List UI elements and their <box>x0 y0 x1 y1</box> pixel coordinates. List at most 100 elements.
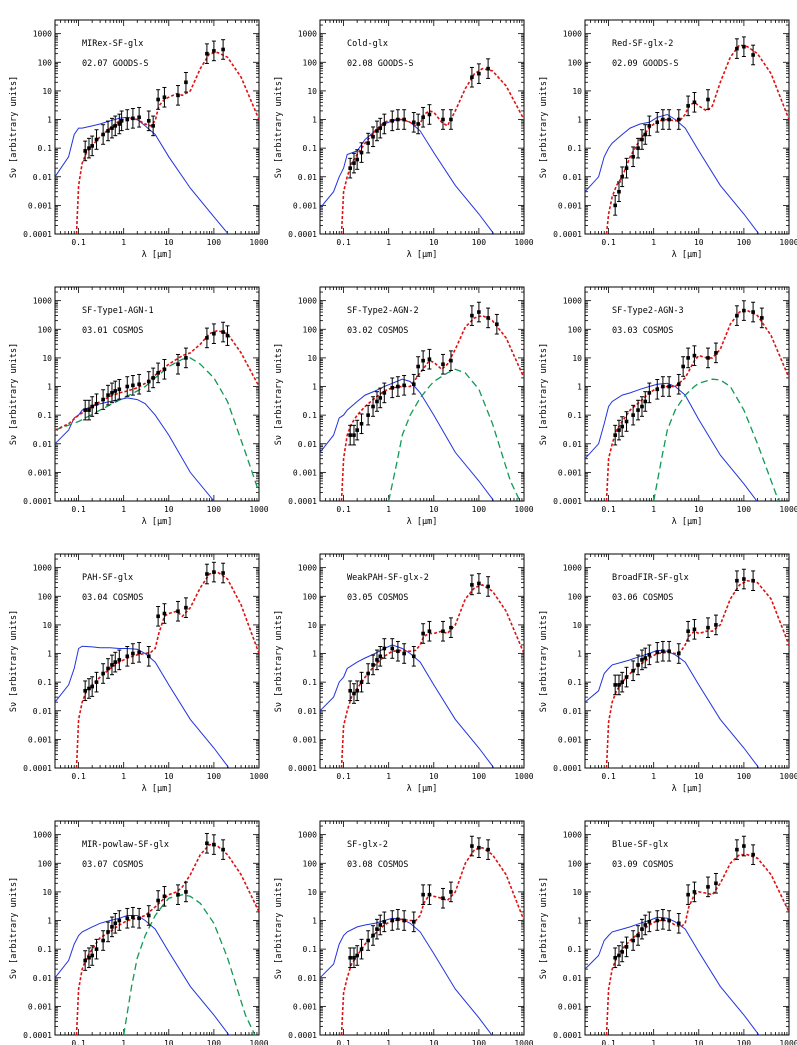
data-point <box>352 955 356 960</box>
x-tick-label: 1000 <box>514 1039 533 1045</box>
data-point <box>477 845 481 850</box>
data-point <box>117 658 122 662</box>
data-point <box>647 124 652 128</box>
y-tick-label: 10 <box>42 888 52 897</box>
data-point <box>686 629 690 634</box>
y-tick-label: 1 <box>577 383 582 392</box>
data-point <box>396 917 400 922</box>
data-point <box>110 925 114 929</box>
y-tick-label: 1 <box>577 650 582 659</box>
data-point <box>83 958 87 963</box>
data-point <box>667 649 671 654</box>
data-point <box>184 80 188 85</box>
agn-curve <box>55 357 259 493</box>
data-point <box>359 680 364 684</box>
x-tick-label: 0.1 <box>71 1039 86 1045</box>
y-tick-label: 0.001 <box>558 1002 582 1011</box>
x-axis-label: λ [μm] <box>407 517 438 527</box>
data-point <box>113 921 118 926</box>
data-point <box>94 401 99 406</box>
y-tick-label: 0.001 <box>558 735 582 744</box>
x-tick-label: 0.1 <box>601 772 616 781</box>
data-point <box>106 930 110 934</box>
data-point <box>156 614 160 619</box>
panel-subtitle: 03.04 COSMOS <box>82 593 143 603</box>
data-point <box>661 117 665 122</box>
panel-title: SF-glx-2 <box>347 840 388 850</box>
y-tick-label: 10 <box>42 354 52 363</box>
data-point <box>355 953 359 958</box>
y-tick-label: 0.001 <box>28 1002 52 1011</box>
x-tick-label: 1 <box>386 1039 391 1045</box>
data-point <box>441 117 445 122</box>
data-point <box>146 119 151 123</box>
data-point <box>366 141 370 145</box>
y-tick-label: 100 <box>303 592 318 601</box>
data-point <box>631 154 635 159</box>
data-points <box>348 835 491 969</box>
y-tick-label: 0.0001 <box>553 497 582 506</box>
data-point <box>411 920 416 924</box>
data-point <box>692 890 697 894</box>
data-point <box>421 358 425 363</box>
data-point <box>371 933 375 938</box>
data-point <box>137 650 141 655</box>
y-tick-label: 0.01 <box>33 440 52 449</box>
panel-7: 0.1 1 10 100 1000 0.0001 0.001 0.01 0.1 1 10 100 100… <box>9 553 269 794</box>
x-tick-label: 1000 <box>249 772 268 781</box>
data-point <box>390 386 395 390</box>
y-tick-label: 1000 <box>298 564 317 573</box>
data-point <box>382 391 387 395</box>
data-point <box>117 387 122 392</box>
data-point <box>151 376 155 380</box>
data-point <box>106 393 110 397</box>
data-point <box>620 174 624 179</box>
data-point <box>375 399 379 404</box>
data-point <box>667 918 671 923</box>
y-tick-label: 0.1 <box>303 411 318 420</box>
data-point <box>348 688 352 693</box>
data-point <box>101 132 105 137</box>
x-tick-label: 1000 <box>779 772 797 781</box>
panel-title: WeakPAH-SF-glx-2 <box>347 573 429 583</box>
x-tick-label: 100 <box>737 505 752 514</box>
y-axis-label: Sν [arbitrary units] <box>9 343 19 445</box>
data-point <box>640 404 644 409</box>
data-point <box>427 357 432 362</box>
y-tick-label: 0.0001 <box>288 497 317 506</box>
y-tick-label: 0.0001 <box>288 764 317 773</box>
data-point <box>90 144 94 148</box>
data-point <box>83 408 87 412</box>
data-point <box>449 358 453 363</box>
panel-12: 0.1 1 10 100 1000 0.0001 0.001 0.01 0.1 1 10 100 100… <box>539 820 797 1045</box>
y-tick-label: 0.0001 <box>23 764 52 773</box>
x-tick-label: 10 <box>694 772 704 781</box>
data-point <box>137 115 141 120</box>
data-point <box>94 680 99 684</box>
data-point <box>212 49 216 53</box>
y-tick-label: 0.1 <box>303 945 318 954</box>
x-axis-label: λ [μm] <box>142 250 173 260</box>
data-point <box>706 885 710 889</box>
data-point <box>742 44 746 49</box>
stellar-curve <box>55 645 230 768</box>
stellar-curve <box>585 113 760 234</box>
data-point <box>131 651 135 656</box>
data-point <box>366 671 370 676</box>
x-tick-label: 100 <box>472 505 487 514</box>
data-point <box>676 651 681 656</box>
y-tick-label: 0.1 <box>568 411 583 420</box>
data-point <box>106 666 110 671</box>
data-point <box>655 650 660 655</box>
y-tick-label: 0.001 <box>28 468 52 477</box>
data-point <box>441 629 445 634</box>
data-point <box>714 623 718 627</box>
data-point <box>359 421 364 426</box>
data-point <box>421 892 425 897</box>
y-tick-label: 10 <box>42 87 52 96</box>
curves <box>320 314 524 501</box>
total-curve <box>605 853 789 1035</box>
data-point <box>411 382 416 387</box>
y-tick-label: 0.01 <box>33 974 52 983</box>
panel-title: Cold-glx <box>347 39 388 49</box>
